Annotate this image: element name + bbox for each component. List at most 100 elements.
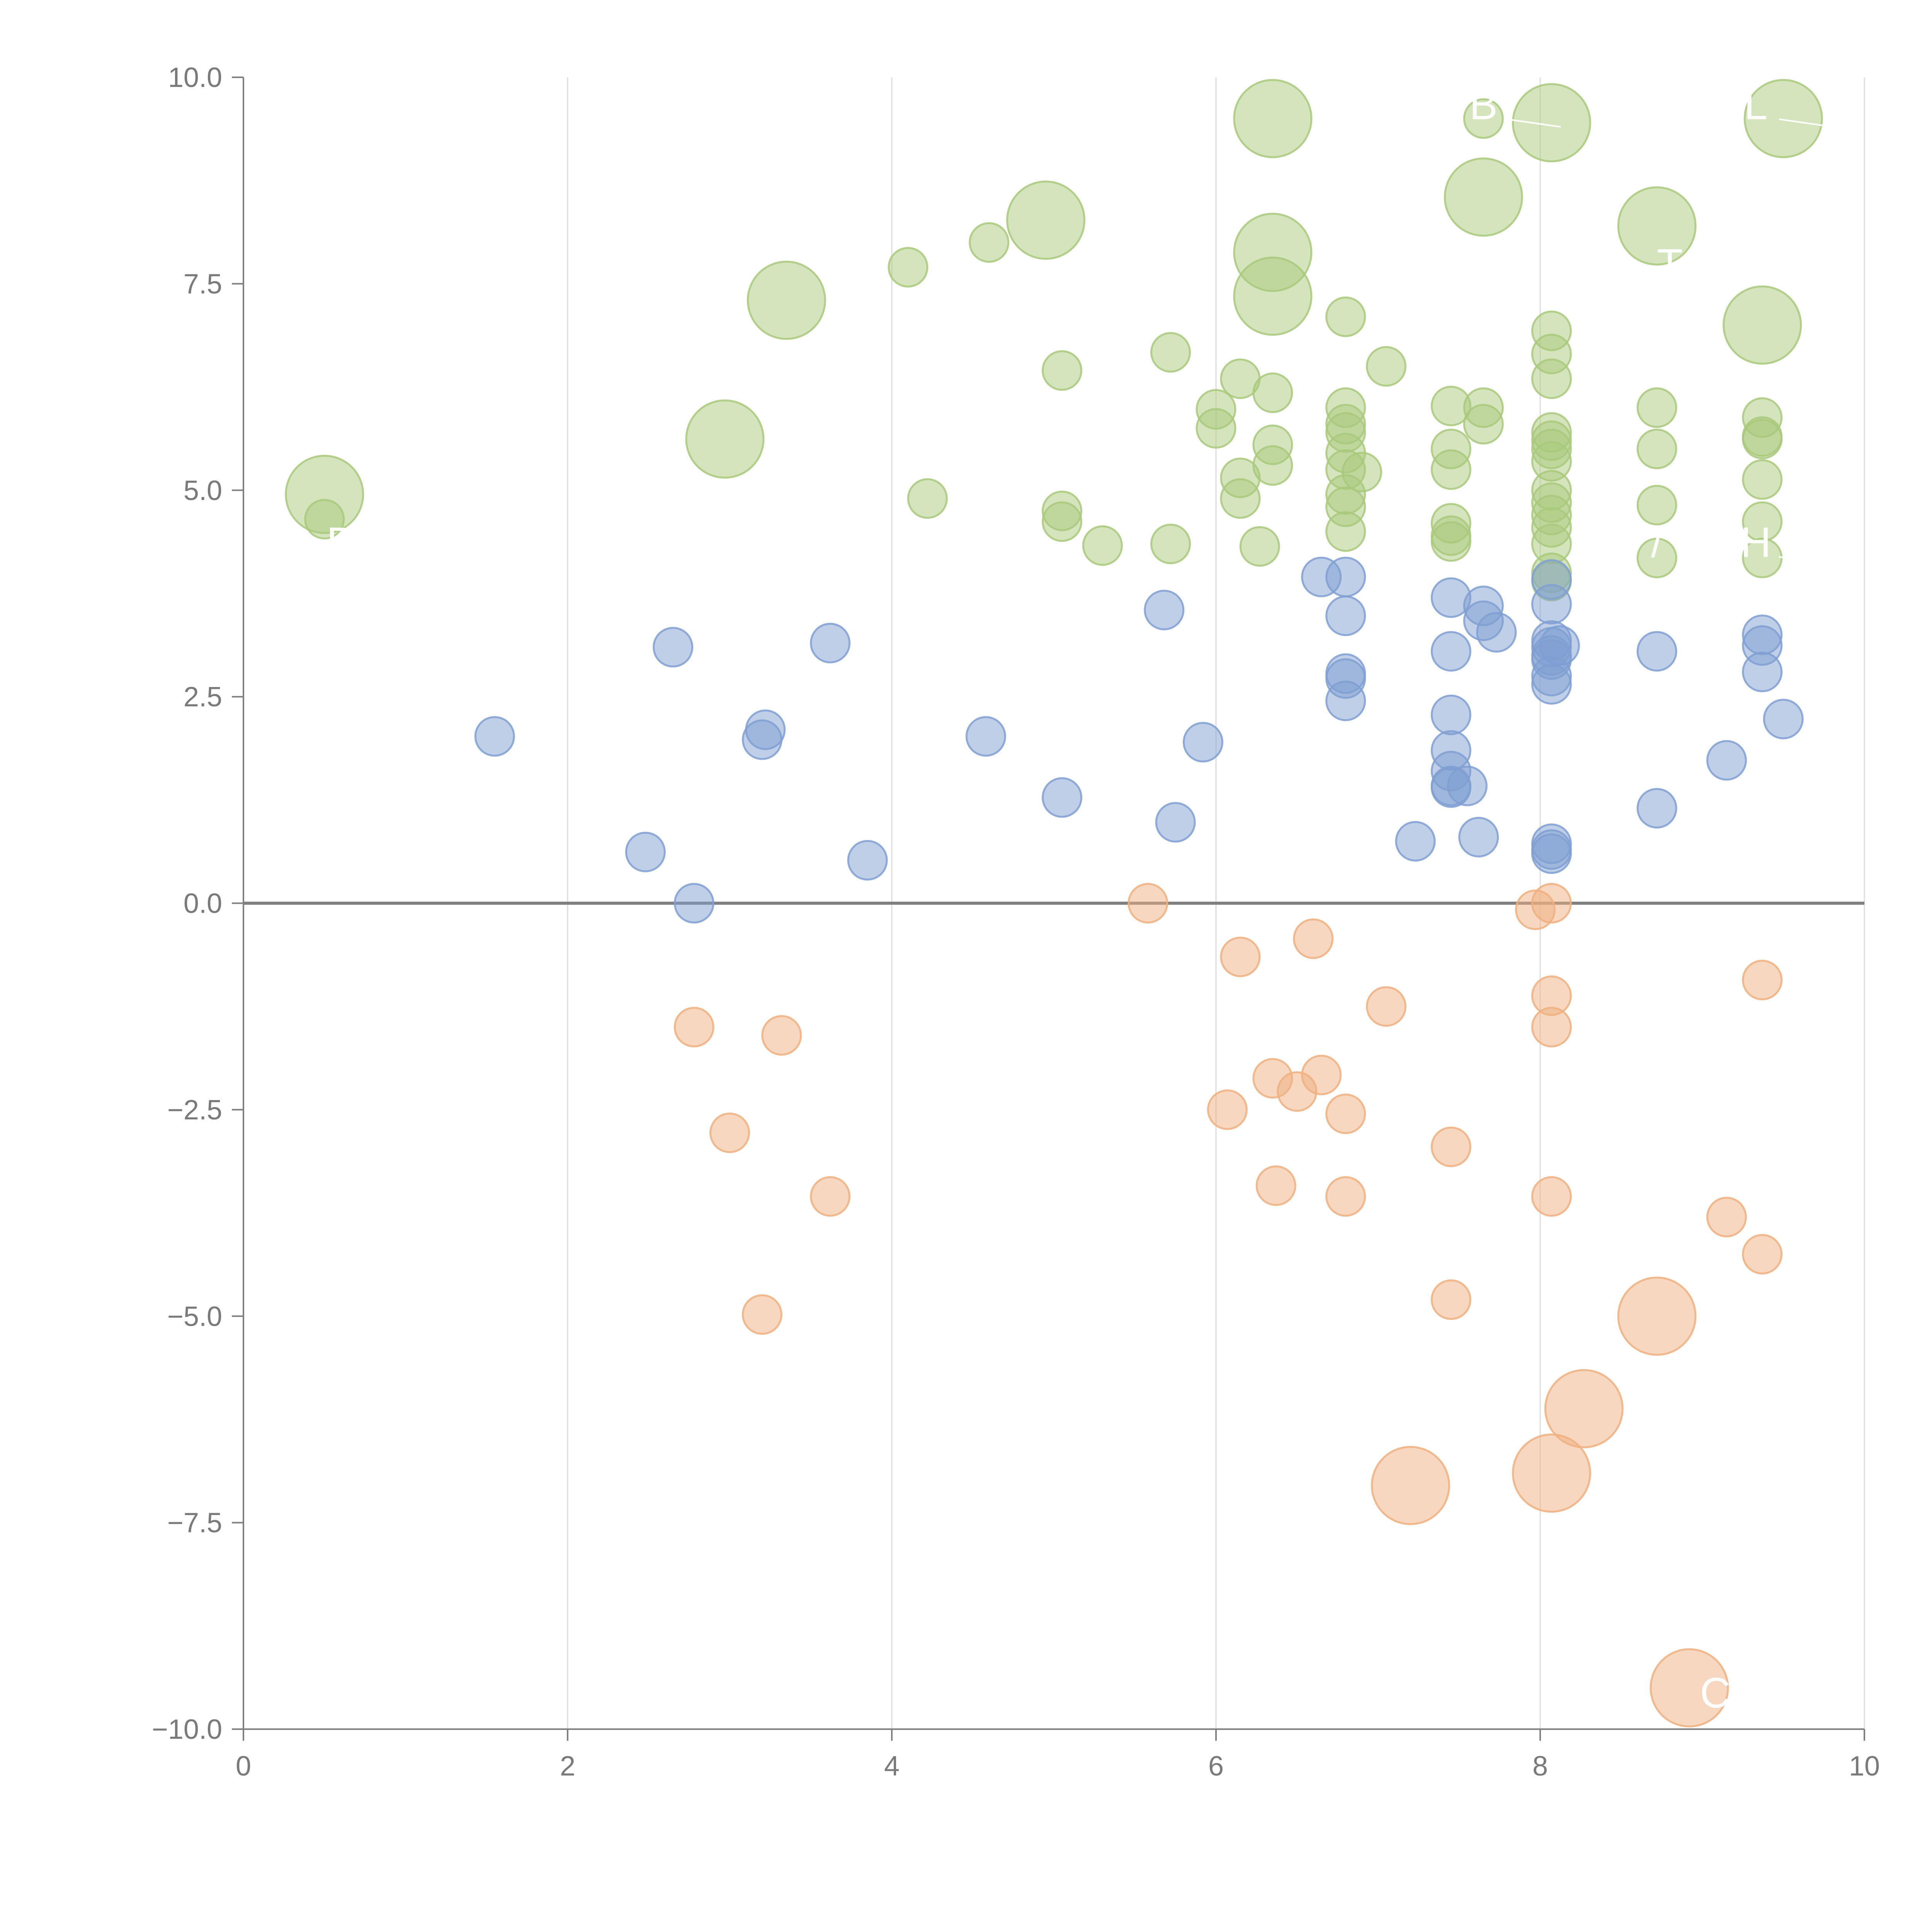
data-point bbox=[1325, 1176, 1366, 1217]
data-point bbox=[1742, 1234, 1783, 1275]
data-point bbox=[965, 716, 1006, 757]
data-point bbox=[810, 622, 851, 663]
data-point bbox=[1430, 694, 1471, 735]
data-point bbox=[1636, 631, 1677, 672]
data-point bbox=[1371, 1446, 1450, 1525]
data-point bbox=[1325, 1094, 1366, 1134]
data-point bbox=[1636, 788, 1677, 829]
y-tick-label: 2.5 bbox=[184, 682, 222, 713]
data-point bbox=[1233, 256, 1313, 336]
data-point bbox=[474, 716, 515, 757]
data-point bbox=[1239, 526, 1280, 567]
point-annotation: L bbox=[1744, 81, 1767, 128]
data-point bbox=[1458, 817, 1499, 857]
data-point bbox=[1706, 1197, 1747, 1238]
data-point bbox=[745, 709, 786, 750]
data-point bbox=[1650, 1648, 1729, 1728]
data-point bbox=[1207, 1089, 1248, 1130]
data-point bbox=[1041, 501, 1082, 542]
data-point bbox=[1723, 285, 1802, 365]
data-point bbox=[1531, 1007, 1572, 1048]
data-point bbox=[1255, 1165, 1296, 1206]
data-point bbox=[1366, 986, 1406, 1027]
data-point bbox=[1196, 408, 1236, 449]
data-points bbox=[285, 79, 1823, 1728]
data-point bbox=[907, 478, 948, 519]
data-point bbox=[1293, 918, 1334, 959]
y-tick-label: −7.5 bbox=[167, 1508, 222, 1539]
data-point bbox=[1742, 651, 1783, 692]
y-tick-label: −2.5 bbox=[167, 1095, 222, 1126]
y-tick-label: 5.0 bbox=[184, 475, 222, 506]
x-axis-ticks: 0 2 4 6 8 10 bbox=[236, 1729, 1880, 1782]
data-point bbox=[1706, 740, 1747, 781]
data-point bbox=[1636, 537, 1677, 578]
annotation-leader bbox=[1779, 118, 1833, 128]
data-point bbox=[1742, 459, 1783, 500]
data-point bbox=[1220, 936, 1261, 977]
data-point bbox=[1325, 595, 1366, 636]
point-annotation: T bbox=[1657, 240, 1683, 288]
data-point bbox=[1742, 418, 1783, 459]
annotation-leader bbox=[1738, 1706, 1793, 1716]
y-tick-label: 10.0 bbox=[168, 62, 222, 93]
data-point bbox=[1342, 452, 1383, 493]
data-point bbox=[847, 840, 888, 881]
data-point bbox=[1325, 296, 1366, 337]
annotation-leader bbox=[364, 556, 418, 566]
data-point bbox=[1531, 1176, 1572, 1217]
data-point bbox=[1325, 556, 1366, 597]
data-point bbox=[1182, 722, 1223, 763]
data-point bbox=[1301, 1054, 1342, 1095]
data-point bbox=[810, 1176, 851, 1217]
data-point bbox=[1144, 590, 1185, 631]
data-point bbox=[1366, 346, 1406, 387]
x-tick-label: 0 bbox=[236, 1751, 251, 1782]
data-point bbox=[1082, 525, 1123, 566]
y-tick-label: 0.0 bbox=[184, 888, 222, 919]
data-point bbox=[685, 399, 765, 479]
point-annotation: H bbox=[1740, 519, 1771, 566]
data-point bbox=[1430, 521, 1471, 562]
data-point bbox=[673, 883, 714, 923]
data-point bbox=[742, 1294, 782, 1335]
data-point bbox=[1041, 350, 1082, 391]
data-point bbox=[1636, 387, 1677, 428]
data-point bbox=[1531, 664, 1572, 705]
data-point bbox=[747, 260, 826, 340]
data-point bbox=[304, 499, 345, 540]
data-point bbox=[1430, 1279, 1471, 1320]
data-point bbox=[1463, 98, 1504, 139]
data-point bbox=[1155, 802, 1196, 843]
point-annotation: B bbox=[1469, 81, 1497, 128]
annotation-leader bbox=[1680, 556, 1735, 566]
data-point bbox=[1512, 83, 1591, 163]
data-point bbox=[1743, 79, 1823, 158]
x-tick-label: 2 bbox=[560, 1751, 575, 1782]
y-axis-ticks: 10.0 7.5 5.0 2.5 0.0 −2.5 −5.0 −7.5 −10.0 bbox=[152, 62, 243, 1745]
data-point bbox=[1430, 631, 1471, 672]
data-point bbox=[1539, 625, 1580, 666]
x-tick-label: 6 bbox=[1208, 1751, 1224, 1782]
data-point bbox=[1006, 180, 1086, 260]
data-point bbox=[761, 1015, 802, 1056]
data-point bbox=[1544, 1369, 1624, 1449]
series-high bbox=[285, 79, 1823, 602]
data-point bbox=[1220, 478, 1261, 519]
data-point bbox=[1233, 79, 1313, 158]
data-point bbox=[1463, 404, 1504, 445]
data-point bbox=[1150, 524, 1191, 565]
series-mid bbox=[474, 556, 1804, 923]
data-point bbox=[1636, 429, 1677, 469]
data-point bbox=[1763, 699, 1804, 740]
data-point bbox=[653, 627, 694, 668]
point-annotation: B bbox=[327, 519, 355, 566]
data-point bbox=[888, 247, 929, 288]
data-point bbox=[1617, 1276, 1697, 1356]
annotation-leader bbox=[1506, 118, 1561, 128]
y-tick-label: −10.0 bbox=[152, 1714, 222, 1745]
data-point bbox=[709, 1112, 750, 1153]
data-point bbox=[1150, 332, 1191, 373]
annotation-leader bbox=[1693, 277, 1747, 287]
